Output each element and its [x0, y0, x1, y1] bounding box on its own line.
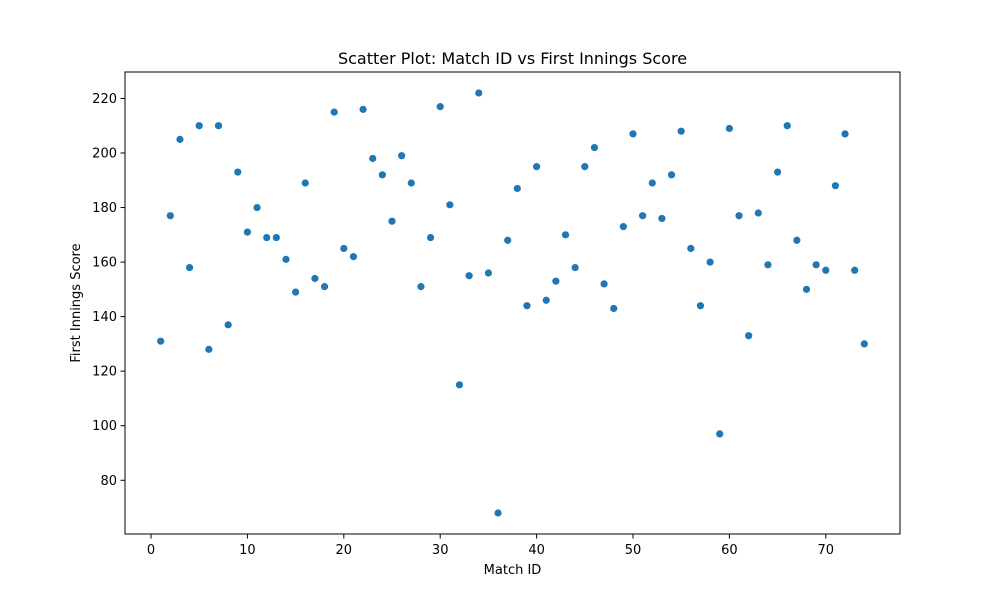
data-point — [812, 261, 820, 269]
data-point — [185, 263, 194, 272]
data-point — [388, 217, 396, 225]
data-point — [214, 122, 223, 130]
data-point — [330, 108, 338, 116]
data-point — [282, 255, 290, 263]
data-point — [523, 302, 531, 310]
data-point — [166, 212, 174, 220]
x-tick-label: 30 — [432, 543, 449, 558]
y-tick-label: 140 — [92, 310, 117, 325]
data-point — [629, 130, 637, 138]
data-point — [243, 228, 252, 236]
data-point — [716, 430, 724, 438]
data-point — [398, 152, 406, 160]
data-point — [571, 263, 579, 272]
data-point — [320, 283, 329, 291]
data-point — [610, 304, 618, 313]
y-tick-label: 180 — [92, 201, 117, 216]
plot-area: 0 10 20 30 40 50 60 70 80 100 120 140 160 180 200 220 — [92, 71, 901, 558]
x-tick-label: 0 — [147, 543, 155, 558]
data-point — [224, 321, 232, 329]
x-tick-label: 60 — [721, 543, 738, 558]
data-point — [340, 244, 348, 253]
data-point — [513, 184, 521, 193]
data-point — [648, 179, 656, 187]
data-point — [677, 127, 685, 135]
data-point — [436, 103, 444, 111]
data-point — [822, 266, 830, 274]
data-point — [475, 89, 483, 97]
data-point — [735, 212, 743, 220]
data-point — [793, 236, 801, 244]
data-point — [754, 209, 762, 217]
data-point — [407, 179, 415, 187]
axes-frame — [124, 71, 901, 535]
data-point — [561, 231, 570, 239]
x-tick-label: 50 — [625, 543, 642, 558]
data-point — [764, 261, 772, 269]
data-point — [494, 509, 502, 517]
y-tick-label: 220 — [92, 92, 117, 107]
y-tick-label: 200 — [92, 147, 117, 162]
data-point — [860, 340, 868, 348]
data-point — [301, 179, 309, 187]
data-point — [359, 105, 367, 113]
data-point — [687, 244, 695, 253]
y-tick-label: 120 — [92, 365, 117, 380]
x-tick-label: 10 — [239, 543, 256, 558]
data-point — [417, 283, 425, 291]
data-point — [831, 182, 840, 190]
data-point — [272, 233, 280, 242]
x-tick-label: 40 — [528, 543, 545, 558]
data-point — [619, 223, 627, 231]
data-point — [195, 122, 203, 130]
y-tick-label: 100 — [92, 419, 117, 434]
data-point — [426, 233, 435, 242]
data-point — [552, 277, 560, 285]
data-point — [639, 212, 647, 220]
data-point — [851, 266, 859, 274]
data-point — [590, 143, 599, 152]
data-point — [802, 285, 811, 293]
data-point — [263, 233, 271, 242]
y-axis-label: First Innings Score — [69, 243, 84, 362]
y-tick-label: 160 — [92, 256, 117, 271]
data-point — [783, 122, 791, 130]
x-tick-label: 70 — [818, 543, 835, 558]
x-tick-label: 20 — [336, 543, 353, 558]
data-point — [484, 269, 493, 277]
data-point — [658, 214, 666, 223]
data-point — [157, 337, 165, 345]
data-point — [706, 258, 714, 266]
data-point — [696, 302, 705, 310]
y-tick-label: 80 — [100, 474, 117, 489]
data-point — [176, 135, 184, 143]
data-point — [446, 201, 454, 209]
data-point — [542, 296, 550, 304]
data-point — [745, 332, 753, 340]
data-point — [311, 274, 319, 283]
x-axis-label: Match ID — [484, 563, 542, 578]
data-point — [349, 253, 358, 261]
data-point — [600, 280, 608, 288]
data-point — [773, 168, 782, 176]
data-point — [234, 168, 242, 176]
data-point — [253, 203, 261, 212]
data-point — [369, 154, 377, 163]
data-point — [532, 163, 541, 171]
data-point — [378, 171, 386, 179]
data-point — [465, 272, 473, 280]
data-point — [841, 130, 849, 138]
data-point — [581, 163, 589, 171]
data-point — [504, 236, 512, 244]
data-point — [667, 171, 676, 179]
data-point — [455, 381, 464, 389]
data-point — [205, 345, 213, 353]
data-point — [292, 288, 300, 296]
data-point — [725, 124, 733, 133]
chart-title: Scatter Plot: Match ID vs First Innings … — [338, 49, 687, 68]
